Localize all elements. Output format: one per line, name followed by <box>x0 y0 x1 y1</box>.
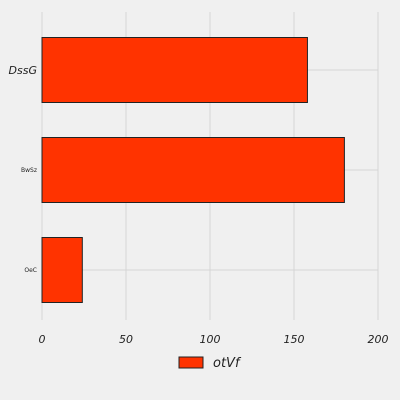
x-tick-label: 100 <box>200 333 221 346</box>
bars <box>41 37 345 303</box>
bar-oec <box>41 237 83 303</box>
x-tick-label: 50 <box>119 333 133 346</box>
bar-bwsz <box>41 137 345 203</box>
y-tick-labels: DssG BwSz OeC <box>9 64 37 274</box>
bar-dssg <box>41 37 308 103</box>
x-tick-label: 0 <box>39 333 46 346</box>
legend: otVf <box>178 356 242 371</box>
y-tick-label: BwSz <box>21 167 37 174</box>
x-tick-labels: 0 50 100 150 200 <box>39 333 389 346</box>
legend-swatch <box>178 356 204 369</box>
legend-label: otVf <box>213 356 242 371</box>
y-tick-label: OeC <box>24 267 37 274</box>
x-tick-label: 200 <box>368 333 389 346</box>
x-tick-label: 150 <box>284 333 305 346</box>
y-tick-label: DssG <box>9 64 37 77</box>
